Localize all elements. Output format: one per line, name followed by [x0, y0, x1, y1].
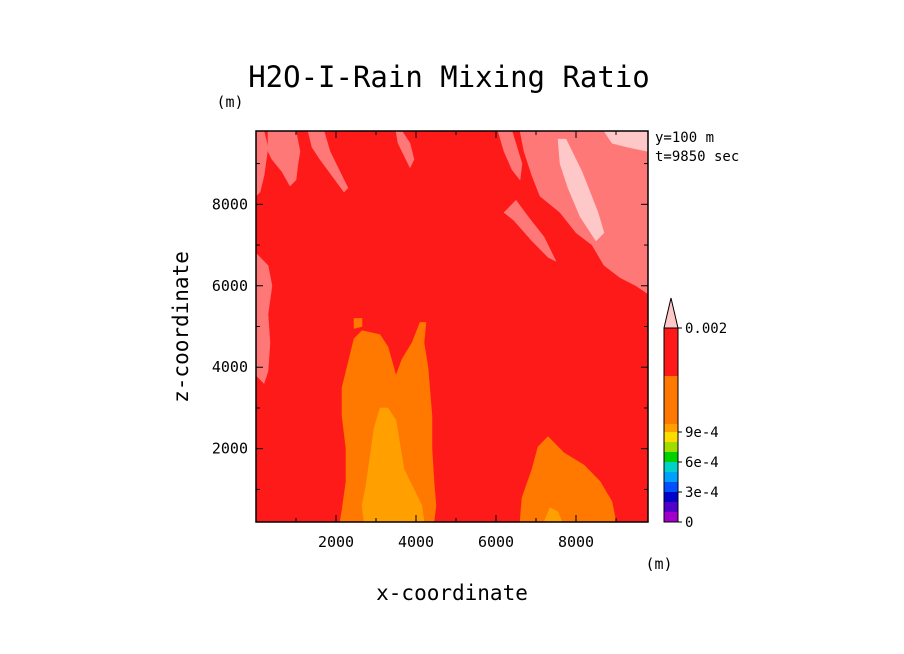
contour-region-orange-left-tip: [353, 318, 363, 329]
colorbar-segment: [664, 502, 678, 512]
contour-region-pale-pink-top-right-streak: [557, 138, 605, 242]
y-unit-label: (m): [216, 93, 243, 111]
y-axis-label: z-coordinate: [169, 251, 193, 403]
annotation-t: t=9850 sec: [655, 149, 739, 165]
colorbar-segment: [664, 482, 678, 492]
colorbar-label: 6e-4: [685, 455, 719, 471]
contour-region-light-red-upper-streak-2: [395, 130, 415, 169]
contour-region-light-red-top-left-streak: [267, 130, 301, 187]
colorbar-extend-arrow: [663, 297, 679, 329]
y-tick-label: 2000: [212, 440, 248, 458]
colorbar-label: 0.002: [685, 321, 727, 337]
x-axis-ticks: 2000 4000 6000 8000: [295, 131, 617, 551]
colorbar-label: 9e-4: [685, 425, 719, 441]
contour-region-orange-right-patch: [519, 436, 617, 523]
colorbar-segment: [664, 492, 678, 502]
colorbar-label: 0: [685, 515, 693, 531]
x-unit-label: (m): [645, 555, 672, 573]
colorbar-segment: [664, 432, 678, 442]
colorbar: 0 3e-4 6e-4 9e-4 0.002: [663, 297, 727, 531]
x-tick-label: 8000: [558, 533, 594, 551]
colorbar-segment: [664, 328, 678, 376]
colorbar-label: 3e-4: [685, 485, 719, 501]
y-tick-label: 8000: [212, 195, 248, 213]
colorbar-segment: [664, 512, 678, 522]
contour-region-light-red-upper-right-finger: [503, 199, 557, 262]
y-tick-label: 4000: [212, 358, 248, 376]
x-tick-label: 6000: [478, 533, 514, 551]
colorbar-segment: [664, 376, 678, 424]
colorbar-segment: [664, 442, 678, 452]
x-tick-label: 4000: [398, 533, 434, 551]
contour-region-yellow-orange-core: [361, 407, 425, 523]
x-axis-label: x-coordinate: [376, 581, 528, 605]
contour-region-light-red-upper-streak-1: [307, 130, 349, 193]
colorbar-segment: [664, 472, 678, 482]
y-axis-ticks: 2000 4000 6000 8000: [212, 163, 648, 490]
annotation-y: y=100 m: [655, 130, 714, 146]
colorbar-segment: [664, 452, 678, 462]
colorbar-segment: [664, 462, 678, 472]
chart-title: H2O-I-Rain Mixing Ratio: [248, 60, 650, 94]
colorbar-segment: [664, 424, 678, 432]
colorbar-frame: [663, 327, 679, 523]
contour-fill: [255, 130, 649, 523]
x-tick-label: 2000: [318, 533, 354, 551]
y-tick-label: 6000: [212, 277, 248, 295]
